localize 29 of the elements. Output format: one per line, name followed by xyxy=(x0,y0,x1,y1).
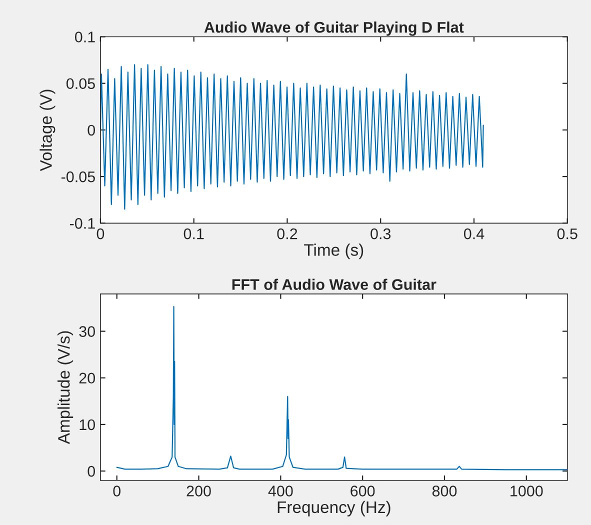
chart-title: FFT of Audio Wave of Guitar xyxy=(232,278,436,290)
y-tick-label: 0 xyxy=(88,124,96,136)
x-tick-label: 0.5 xyxy=(557,228,578,240)
y-tick-label: 0.05 xyxy=(66,78,95,90)
y-tick-label: 0 xyxy=(88,466,96,477)
x-tick-label: 0.3 xyxy=(370,228,391,240)
line-series xyxy=(116,306,568,470)
x-axis-title: Time (s) xyxy=(304,244,364,260)
x-tick-label: 200 xyxy=(186,486,211,496)
y-tick-label: -0.05 xyxy=(61,171,95,182)
y-axis-title: Amplitude (V/s) xyxy=(58,331,74,444)
x-tick-label: 0 xyxy=(96,228,104,240)
y-tick-label: 0.1 xyxy=(74,32,95,42)
y-tick-label: 10 xyxy=(80,419,96,430)
y-tick-label: 20 xyxy=(79,372,96,384)
x-tick-label: 0.2 xyxy=(277,228,298,240)
x-axis-title: Frequency (Hz) xyxy=(278,500,390,516)
x-tick-label: 0 xyxy=(113,486,121,496)
chart-title: Audio Wave of Guitar Playing D Flat xyxy=(204,22,464,36)
x-tick-label: 0.4 xyxy=(464,228,484,240)
y-tick-label: 30 xyxy=(79,326,96,337)
x-tick-label: 600 xyxy=(350,486,375,496)
y-tick-label: -0.1 xyxy=(70,218,95,229)
x-tick-label: 800 xyxy=(432,486,457,496)
x-tick-label: 400 xyxy=(268,486,293,496)
x-tick-label: 0.1 xyxy=(184,228,204,240)
x-tick-label: 1000 xyxy=(510,486,543,496)
line-series xyxy=(100,64,484,210)
y-axis-title: Voltage (V) xyxy=(40,90,56,172)
